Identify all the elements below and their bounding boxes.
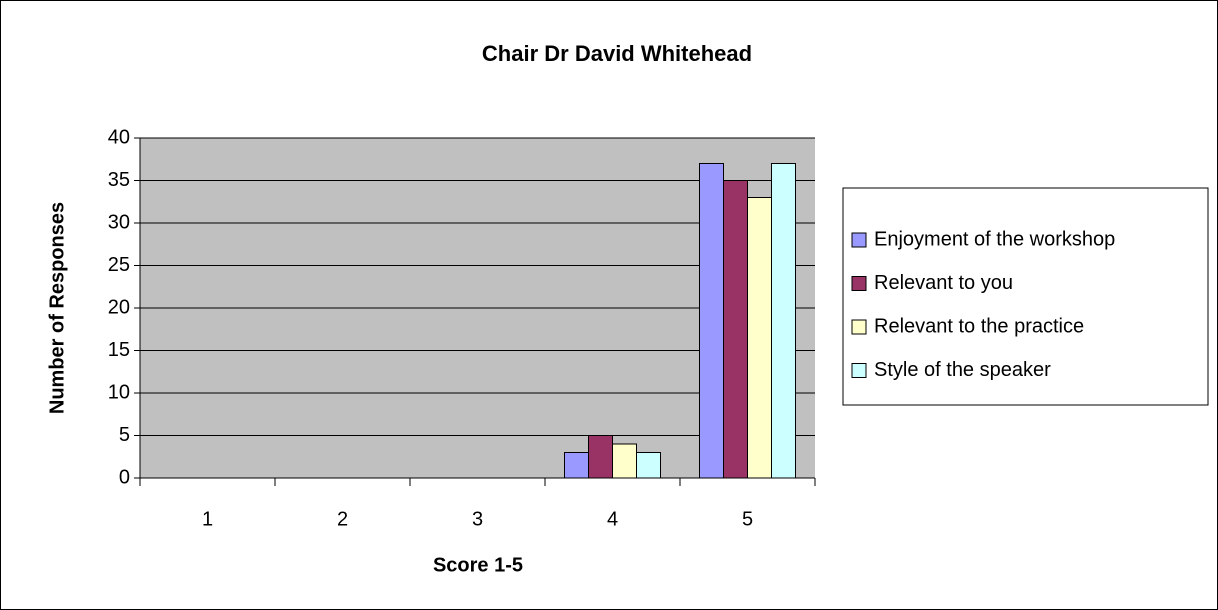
- x-tick-label: 5: [742, 508, 753, 530]
- y-tick-label: 10: [108, 381, 130, 403]
- y-tick-label: 35: [108, 169, 130, 191]
- y-tick-label: 5: [119, 424, 130, 446]
- bar: [771, 163, 796, 479]
- legend-label: Style of the speaker: [874, 359, 1051, 381]
- legend-swatch: [851, 319, 867, 335]
- legend-label: Enjoyment of the workshop: [874, 228, 1115, 250]
- bar: [699, 163, 724, 479]
- bar: [636, 452, 661, 479]
- chart-title: Chair Dr David Whitehead: [482, 41, 752, 66]
- bar: [588, 435, 613, 479]
- legend-box: [842, 187, 1209, 406]
- x-axis-label: Score 1-5: [433, 554, 523, 576]
- y-tick-label: 40: [108, 126, 130, 148]
- x-tick-label: 4: [607, 508, 618, 530]
- bar: [564, 452, 589, 479]
- legend-swatch: [851, 232, 867, 248]
- legend-label: Relevant to you: [874, 272, 1013, 294]
- bar: [747, 197, 772, 479]
- y-tick-label: 25: [108, 254, 130, 276]
- y-tick-label: 30: [108, 211, 130, 233]
- y-tick-label: 15: [108, 339, 130, 361]
- x-tick-label: 1: [202, 508, 213, 530]
- legend-swatch: [851, 363, 867, 378]
- y-tick-label: 20: [108, 296, 130, 318]
- y-axis-label: Number of Responses: [46, 202, 68, 414]
- legend-swatch: [851, 276, 867, 291]
- y-tick-label: 0: [119, 466, 130, 488]
- x-tick-label: 3: [472, 508, 483, 530]
- legend-label: Relevant to the practice: [874, 315, 1084, 337]
- bar: [723, 180, 748, 479]
- bar: [612, 443, 637, 479]
- x-tick-label: 2: [337, 508, 348, 530]
